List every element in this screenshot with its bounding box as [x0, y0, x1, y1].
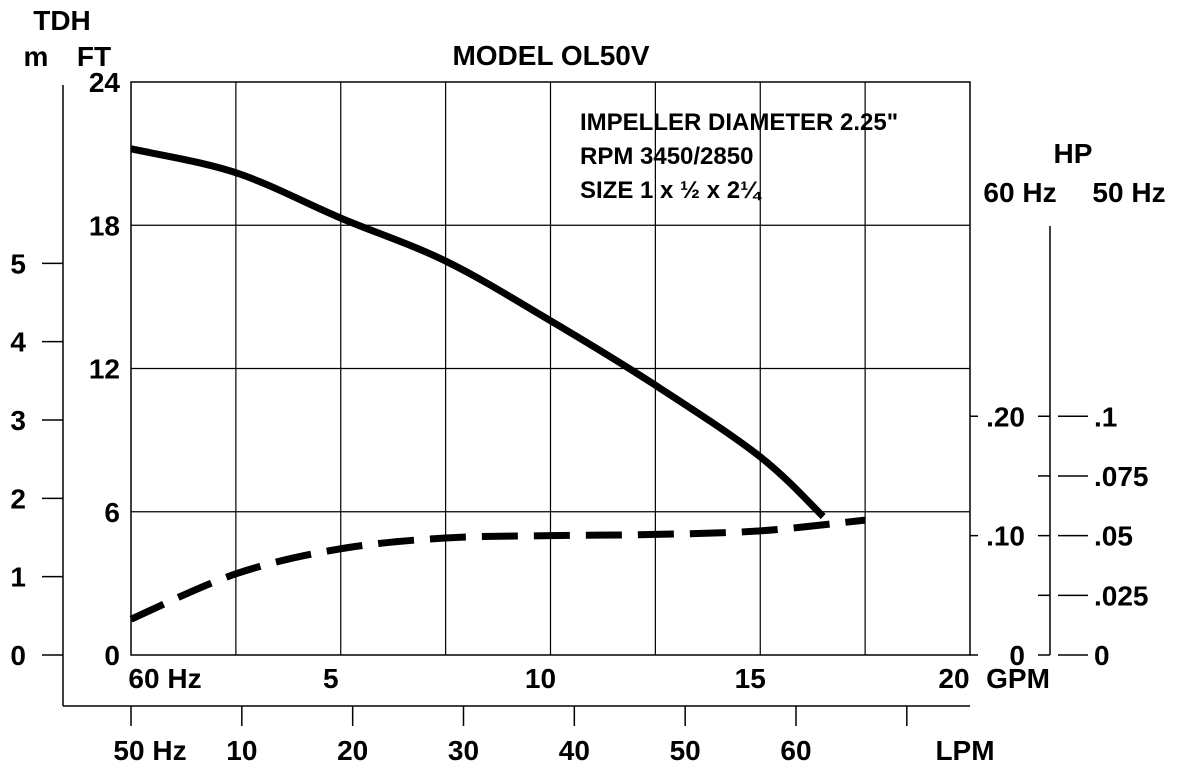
- gpm-tick-label: 20: [938, 663, 969, 694]
- lpm-tick-label: 20: [337, 735, 368, 766]
- lpm-hz-label: 50 Hz: [113, 735, 186, 766]
- hp50-tick-label: .025: [1094, 580, 1149, 611]
- ft-tick-label: 24: [89, 67, 121, 98]
- head-curve: [130, 145, 826, 520]
- lpm-tick-label: 30: [448, 735, 479, 766]
- hp60-tick-label: 0: [1009, 640, 1025, 671]
- m-tick-label: 5: [10, 248, 26, 279]
- chart-title: MODEL OL50V: [452, 40, 649, 71]
- m-tick-label: 2: [10, 483, 26, 514]
- hp-label: HP: [1054, 138, 1093, 169]
- series-group: [129, 145, 866, 623]
- m-axis-label: m: [24, 41, 49, 72]
- hp60-tick-label: .10: [986, 521, 1025, 552]
- lpm-tick-label: 50: [670, 735, 701, 766]
- m-tick-label: 4: [10, 327, 26, 358]
- lpm-axis-label: LPM: [935, 735, 994, 766]
- hp60-tick-label: .20: [986, 401, 1025, 432]
- annotation-impeller: IMPELLER DIAMETER 2.25": [580, 109, 898, 136]
- lpm-tick-label: 10: [226, 735, 257, 766]
- tdh-label: TDH: [33, 5, 91, 36]
- hp50-tick-label: 0: [1094, 640, 1110, 671]
- m-tick-label: 1: [10, 562, 26, 593]
- hp50-axis-label: 50 Hz: [1092, 177, 1165, 208]
- m-tick-label: 3: [10, 405, 26, 436]
- ft-tick-label: 12: [89, 354, 120, 385]
- ft-axis-label: FT: [77, 41, 111, 72]
- hp50-tick-label: .05: [1094, 521, 1133, 552]
- gpm-tick-label: 15: [735, 663, 766, 694]
- horsepower-curve: [129, 516, 866, 623]
- annotation-size: SIZE 1 x ½ x 2¼: [580, 177, 762, 204]
- gpm-tick-label: 5: [323, 663, 339, 694]
- ft-tick-label: 6: [104, 497, 120, 528]
- gpm-axis-label: GPM: [986, 663, 1050, 694]
- grid: [131, 82, 970, 655]
- hp50-tick-label: .1: [1094, 401, 1117, 432]
- m-tick-label: 0: [10, 640, 26, 671]
- hp60-axis-label: 60 Hz: [983, 177, 1056, 208]
- annotation-rpm: RPM 3450/2850: [580, 143, 753, 170]
- hp50-tick-label: .075: [1094, 461, 1149, 492]
- gpm-hz-label: 60 Hz: [128, 663, 201, 694]
- ft-tick-label: 18: [89, 210, 120, 241]
- lpm-tick-label: 60: [780, 735, 811, 766]
- lpm-tick-label: 40: [559, 735, 590, 766]
- ft-tick-label: 0: [104, 640, 120, 671]
- gpm-tick-label: 10: [525, 663, 556, 694]
